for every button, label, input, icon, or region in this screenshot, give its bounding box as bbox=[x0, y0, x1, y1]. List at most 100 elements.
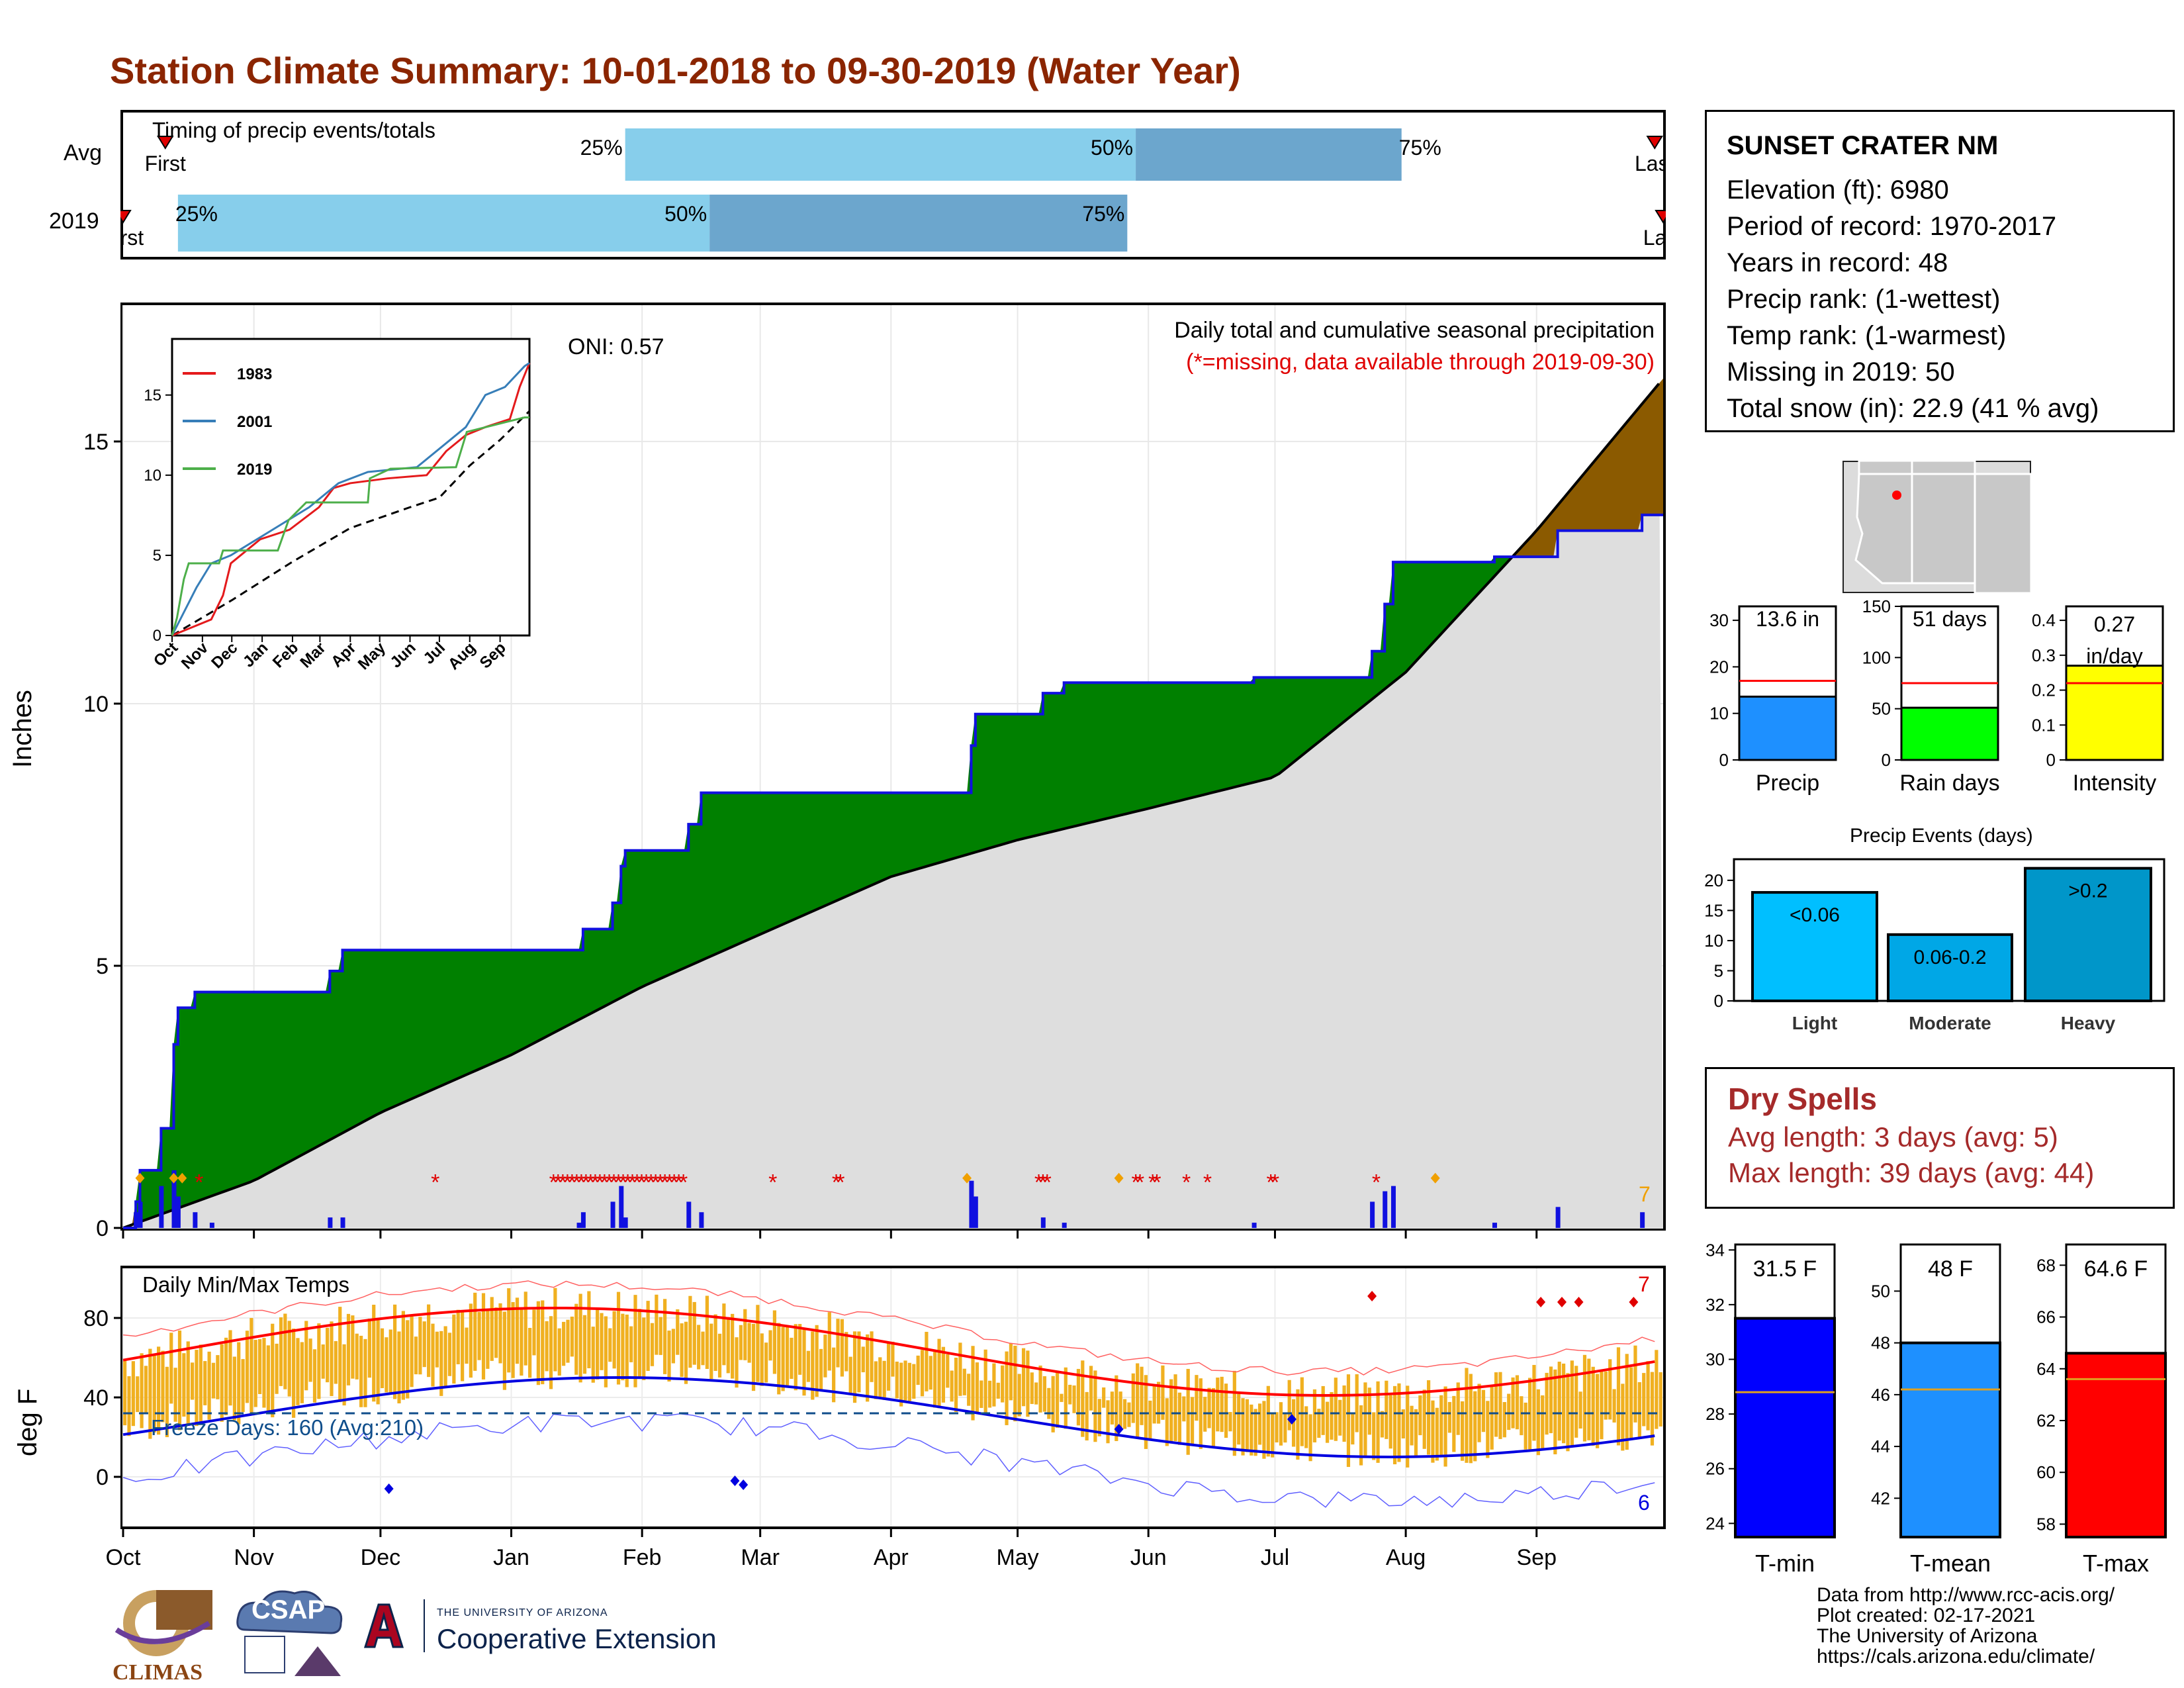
snow-marker bbox=[177, 1172, 187, 1184]
daily-temp-bar bbox=[443, 1326, 447, 1387]
daily-temp-bar bbox=[1182, 1396, 1186, 1422]
missing-data-marker: * bbox=[1148, 1170, 1157, 1196]
daily-temp-bar bbox=[355, 1333, 359, 1380]
daily-temp-bar bbox=[422, 1321, 426, 1368]
daily-temp-bar bbox=[946, 1354, 950, 1388]
daily-temp-bar bbox=[342, 1344, 346, 1406]
daily-temp-bar bbox=[317, 1323, 321, 1399]
missing-data-marker: * bbox=[679, 1170, 688, 1196]
daily-temp-bar bbox=[553, 1288, 557, 1372]
daily-temp-bar bbox=[743, 1309, 747, 1360]
avg-cumulative-line bbox=[122, 383, 1661, 1229]
daily-temp-bar bbox=[308, 1338, 312, 1382]
mini-bar-value-label: 0.27 bbox=[2094, 612, 2135, 636]
daily-temp-bar bbox=[1469, 1374, 1473, 1464]
mini-bar-ytick-label: 150 bbox=[1862, 596, 1891, 616]
missing-data-marker: * bbox=[656, 1170, 664, 1196]
daily-temp-bar bbox=[1068, 1384, 1072, 1405]
daily-temp-bar bbox=[1118, 1391, 1122, 1429]
credits: Data from http://www.rcc-acis.org/ Plot … bbox=[1817, 1585, 2115, 1667]
temp-bar-value bbox=[2065, 1352, 2167, 1539]
missing-data-marker: * bbox=[600, 1170, 609, 1196]
events-ytick-label: 0 bbox=[1714, 991, 1723, 1011]
temps-count-high: 7 bbox=[1638, 1272, 1650, 1296]
daily-temp-bar bbox=[1608, 1359, 1612, 1420]
snow-marker bbox=[962, 1172, 972, 1184]
csap-logo-graphic bbox=[236, 1590, 343, 1676]
temp-bar-name: T-min bbox=[1755, 1550, 1815, 1577]
daily-precip-bar bbox=[1555, 1207, 1561, 1228]
missing-data-marker: * bbox=[628, 1170, 637, 1196]
daily-temp-bar bbox=[1220, 1376, 1224, 1432]
precip-missing-note: (*=missing, data available through 2019-… bbox=[1186, 350, 1655, 375]
events-title: Precip Events (days) bbox=[1850, 825, 2033, 847]
daily-temp-bar bbox=[1629, 1367, 1633, 1440]
event-bar-moderate bbox=[1887, 933, 2013, 1002]
daily-temp-bar bbox=[511, 1302, 515, 1378]
daily-temp-bar bbox=[473, 1292, 477, 1371]
daily-temp-bar bbox=[739, 1325, 743, 1360]
mini-bar-name: Precip bbox=[1756, 771, 1819, 796]
daily-temp-bar bbox=[203, 1361, 207, 1405]
daily-temp-bar bbox=[861, 1346, 865, 1373]
temp-record-marker bbox=[1287, 1414, 1297, 1425]
daily-precip-bar bbox=[1383, 1191, 1388, 1228]
daily-temp-bar bbox=[578, 1293, 582, 1383]
timing-pct-75: 75% bbox=[1082, 202, 1124, 226]
daily-temp-bar bbox=[1625, 1354, 1629, 1450]
daily-temp-bar bbox=[857, 1331, 861, 1393]
snow-marker bbox=[1114, 1172, 1124, 1184]
daily-temp-bar bbox=[1207, 1387, 1211, 1429]
daily-temp-bar bbox=[1388, 1395, 1392, 1449]
daily-temp-bar bbox=[1600, 1371, 1604, 1440]
daily-temp-bar bbox=[1422, 1389, 1426, 1449]
mini-bar-ytick-label: 0 bbox=[2046, 750, 2056, 770]
daily-temp-bar bbox=[587, 1291, 591, 1369]
daily-temp-bar bbox=[388, 1329, 392, 1394]
daily-temp-bar bbox=[228, 1330, 232, 1406]
station-location-dot bbox=[1892, 491, 1901, 500]
daily-temp-bar bbox=[582, 1315, 587, 1374]
daily-temp-bar bbox=[895, 1361, 899, 1399]
daily-temp-bar bbox=[925, 1331, 929, 1391]
daily-precip-bar bbox=[1492, 1223, 1497, 1228]
daily-precip-bar bbox=[686, 1201, 692, 1228]
station-elevation: Elevation (ft): 6980 bbox=[1727, 175, 1949, 205]
daily-temp-bar bbox=[1561, 1363, 1566, 1444]
daily-temp-bar bbox=[123, 1360, 127, 1426]
temp-bar-ytick-label: 48 bbox=[1871, 1333, 1890, 1353]
daily-precip-bar bbox=[138, 1201, 143, 1228]
daily-temp-bar bbox=[211, 1362, 216, 1399]
daily-temp-bar bbox=[811, 1331, 815, 1400]
month-label: Jun bbox=[1130, 1545, 1167, 1570]
timing-first-marker bbox=[156, 136, 174, 150]
daily-temp-bar bbox=[1524, 1402, 1527, 1450]
daily-temp-bar bbox=[848, 1356, 852, 1393]
temperature-bar-charts: 24 26 28 30 32 34 31.5 F T-min 42 44 46 48 50 48 F T-m… bbox=[1706, 1240, 2167, 1577]
daily-temp-bar bbox=[1507, 1393, 1511, 1430]
daily-temp-bar bbox=[667, 1331, 671, 1382]
timing-chart: 25% 50% 75% First Last 25% 50% 75% First Last bbox=[120, 128, 1666, 252]
page-title: Station Climate Summary: 10-01-2018 to 0… bbox=[110, 50, 1241, 91]
daily-temp-bar bbox=[1460, 1401, 1465, 1461]
temp-bar-ytick-label: 60 bbox=[2036, 1462, 2056, 1482]
coop-extension: Cooperative Extension bbox=[437, 1623, 717, 1654]
daily-precip-bar bbox=[193, 1212, 198, 1228]
dry-spells-box: Dry Spells Avg length: 3 days (avg: 5) M… bbox=[1705, 1067, 2175, 1209]
daily-temp-bar bbox=[916, 1355, 920, 1385]
daily-precip-bar bbox=[134, 1212, 139, 1228]
daily-temp-bar bbox=[1334, 1378, 1338, 1441]
station-period: Period of record: 1970-2017 bbox=[1727, 212, 2057, 241]
daily-temp-bar bbox=[199, 1344, 203, 1422]
month-label: Dec bbox=[361, 1545, 400, 1570]
daily-temp-bar bbox=[1655, 1350, 1659, 1429]
inset-xtick-label: Dec bbox=[208, 639, 241, 672]
temp-record-marker bbox=[1536, 1297, 1546, 1307]
daily-temp-bar bbox=[912, 1364, 916, 1399]
daily-temp-bar bbox=[1406, 1385, 1410, 1468]
missing-data-marker: * bbox=[431, 1170, 439, 1196]
daily-temp-bar bbox=[469, 1303, 473, 1378]
month-label: Nov bbox=[234, 1545, 273, 1570]
inset-avg-line bbox=[171, 410, 531, 637]
daily-temp-bar bbox=[191, 1362, 195, 1400]
